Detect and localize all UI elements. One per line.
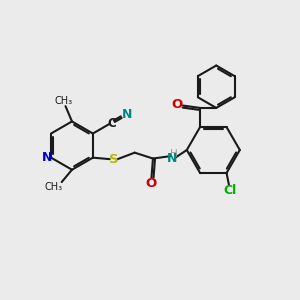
Text: CH₃: CH₃ <box>55 96 73 106</box>
Text: CH₃: CH₃ <box>44 182 62 192</box>
Text: N: N <box>122 108 133 121</box>
Text: H: H <box>170 149 178 159</box>
Text: N: N <box>167 152 177 165</box>
Text: N: N <box>42 151 52 164</box>
Text: S: S <box>109 153 118 166</box>
Text: Cl: Cl <box>223 184 236 197</box>
Text: O: O <box>172 98 183 112</box>
Text: C: C <box>107 117 116 130</box>
Text: O: O <box>145 177 156 190</box>
